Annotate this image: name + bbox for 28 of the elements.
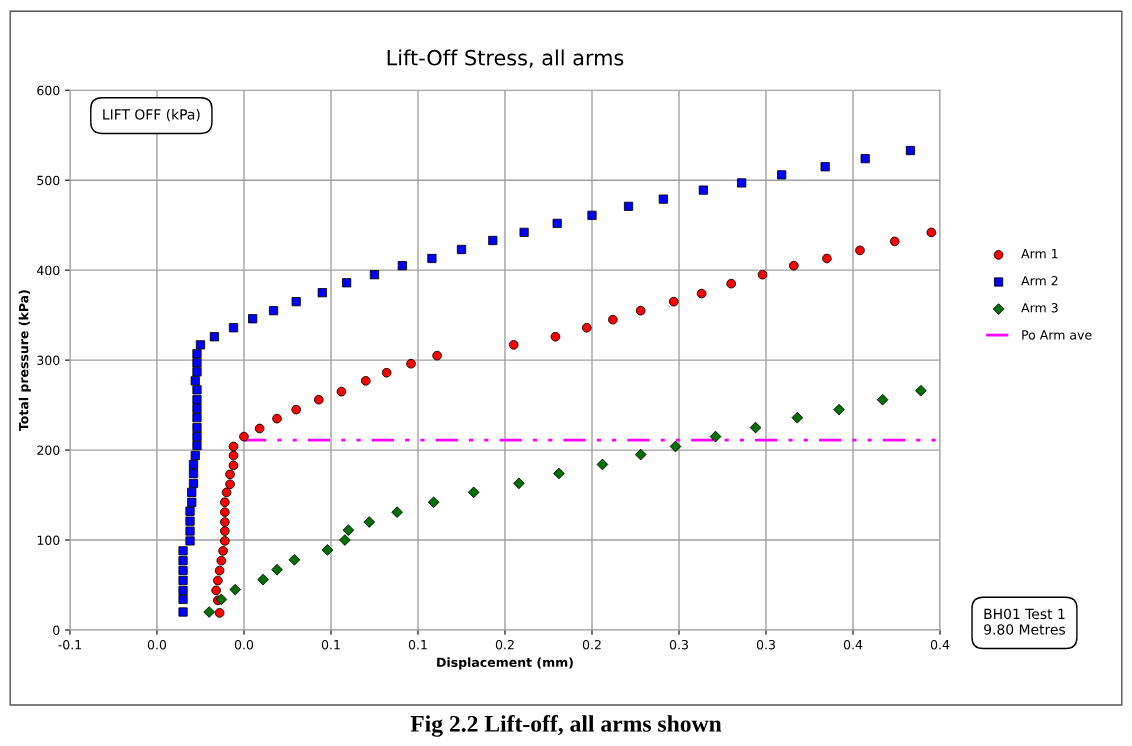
y-tick-label: 0 xyxy=(53,625,60,635)
y-tick-label: 500 xyxy=(37,175,60,186)
y-tick-label: 300 xyxy=(37,355,60,366)
x-tick-label: 0.4 xyxy=(930,639,950,650)
y-tick-label: 200 xyxy=(37,445,60,456)
annotation: LIFT OFF (kPa) xyxy=(103,108,200,122)
caption: Fig 2.2 Lift-off, all arms shown xyxy=(410,714,722,737)
text: BH01 Test 1 9.80 Metres xyxy=(984,608,1066,635)
x-tick-label: 0.1 xyxy=(321,639,340,650)
x-tick-label: -0.1 xyxy=(58,639,81,650)
x-tick-label: 0.3 xyxy=(756,639,775,650)
x-tick-label: 0.2 xyxy=(582,639,601,650)
y-tick-label: 100 xyxy=(37,535,60,545)
x-tick-label: 0.3 xyxy=(669,639,688,650)
legend-label: Po Arm ave xyxy=(1022,330,1092,340)
legend-label: Arm 3 xyxy=(1021,303,1058,313)
x-tick-label: 0.0 xyxy=(147,639,167,650)
x-tick-label: 0.2 xyxy=(495,639,514,650)
y-axis-title: Total pressure (kPa) xyxy=(18,290,31,432)
x-tick-label: 0.0 xyxy=(234,639,254,650)
chart-title: Lift-Off Stress, all arms xyxy=(387,49,624,68)
y-tick-label: 600 xyxy=(37,85,60,96)
x-axis-title: Displacement (mm) xyxy=(437,657,573,670)
x-tick-label: 0.1 xyxy=(408,639,427,650)
x-tick-label: 0.4 xyxy=(843,639,863,650)
legend-label: Arm 1 xyxy=(1021,249,1058,259)
legend-label: Arm 2 xyxy=(1021,275,1058,286)
y-tick-label: 400 xyxy=(36,265,60,276)
